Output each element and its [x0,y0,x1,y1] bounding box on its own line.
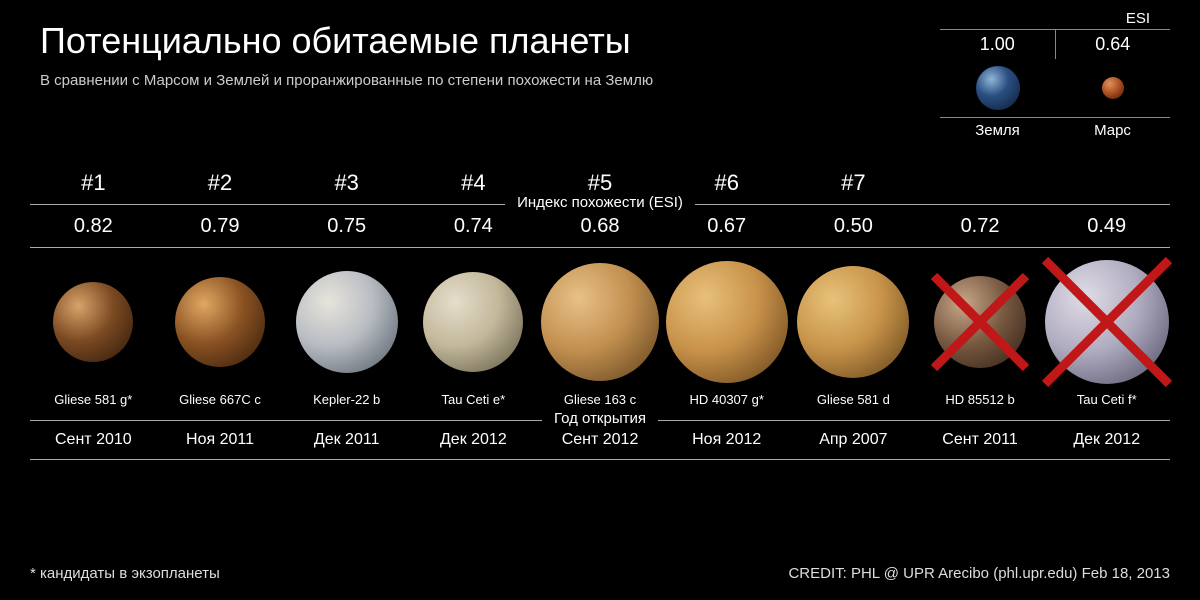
esi-cell: 0.50 [790,209,917,243]
rank-cell: #7 [790,170,917,200]
planet-cell [410,252,537,392]
planet-icon [797,266,909,378]
planet-icon [175,277,265,367]
rule-bottom [30,459,1170,460]
planet-cell [790,252,917,392]
planet-cell [283,252,410,392]
esi-cell: 0.74 [410,209,537,243]
esi-row: 0.820.790.750.740.680.670.500.720.49 [30,209,1170,243]
planet-icon [423,272,523,372]
reference-esi-value: 1.00 [940,30,1055,59]
discovery-cell: Сент 2010 [30,425,157,455]
reference-labels-row: Земля Марс [940,117,1170,143]
esi-cell: 0.68 [537,209,664,243]
esi-cell: 0.82 [30,209,157,243]
esi-cell: 0.75 [283,209,410,243]
planet-name-cell: HD 85512 b [917,392,1044,416]
discovery-cell: Дек 2011 [283,425,410,455]
planet-icon [666,261,788,383]
planet-row [30,252,1170,392]
rule-planets-top [30,247,1170,248]
reference-name: Марс [1055,118,1170,143]
esi-cell: 0.67 [663,209,790,243]
reference-planets-row [940,59,1170,117]
discovery-cell: Ноя 2011 [157,425,284,455]
earth-icon [976,66,1020,110]
reference-esi-label: ESI [940,10,1170,27]
planet-icon [53,282,133,362]
planet-icon [541,263,659,381]
discovery-cell: Сент 2012 [537,425,664,455]
planet-icon [1045,260,1169,384]
planet-cell [917,252,1044,392]
page-title: Потенциально обитаемые планеты [40,20,631,62]
discovery-cell: Ноя 2012 [663,425,790,455]
planet-icon [934,276,1026,368]
esi-cell: 0.79 [157,209,284,243]
rank-cell [1043,170,1170,200]
reference-esi-row: 1.00 0.64 [940,29,1170,59]
main-chart: #1#2#3#4#5#6#7 Индекс похожести (ESI) 0.… [30,170,1170,464]
discovery-cell: Сент 2011 [917,425,1044,455]
planet-name-cell: Gliese 581 g* [30,392,157,416]
planet-name-cell: Gliese 581 d [790,392,917,416]
planet-name-cell: Kepler-22 b [283,392,410,416]
discovery-cell: Апр 2007 [790,425,917,455]
rank-cell: #1 [30,170,157,200]
discovery-row: Сент 2010Ноя 2011Дек 2011Дек 2012Сент 20… [30,425,1170,455]
footnote: * кандидаты в экзопланеты [30,565,220,582]
esi-cell: 0.49 [1043,209,1170,243]
planet-cell [537,252,664,392]
discovery-cell: Дек 2012 [1043,425,1170,455]
page-subtitle: В сравнении с Марсом и Землей и проранжи… [40,72,653,89]
rank-cell [917,170,1044,200]
planet-cell [663,252,790,392]
reference-box: ESI 1.00 0.64 Земля Марс [940,10,1170,143]
rule-discovery: Год открытия [30,420,1170,421]
planet-name-cell: Gliese 667C c [157,392,284,416]
planet-cell [30,252,157,392]
reference-esi-value: 0.64 [1055,30,1171,59]
reference-name: Земля [940,118,1055,143]
rank-cell: #2 [157,170,284,200]
rank-cell: #3 [283,170,410,200]
planet-name-cell: Tau Ceti f* [1043,392,1170,416]
planet-cell [1043,252,1170,392]
esi-cell: 0.72 [917,209,1044,243]
planet-icon [296,271,398,373]
credit: CREDIT: PHL @ UPR Arecibo (phl.upr.edu) … [788,565,1170,582]
planet-name-cell: Tau Ceti e* [410,392,537,416]
planet-name-cell: HD 40307 g* [663,392,790,416]
planet-cell [157,252,284,392]
mars-icon [1102,77,1124,99]
discovery-cell: Дек 2012 [410,425,537,455]
rule-esi: Индекс похожести (ESI) [30,204,1170,205]
